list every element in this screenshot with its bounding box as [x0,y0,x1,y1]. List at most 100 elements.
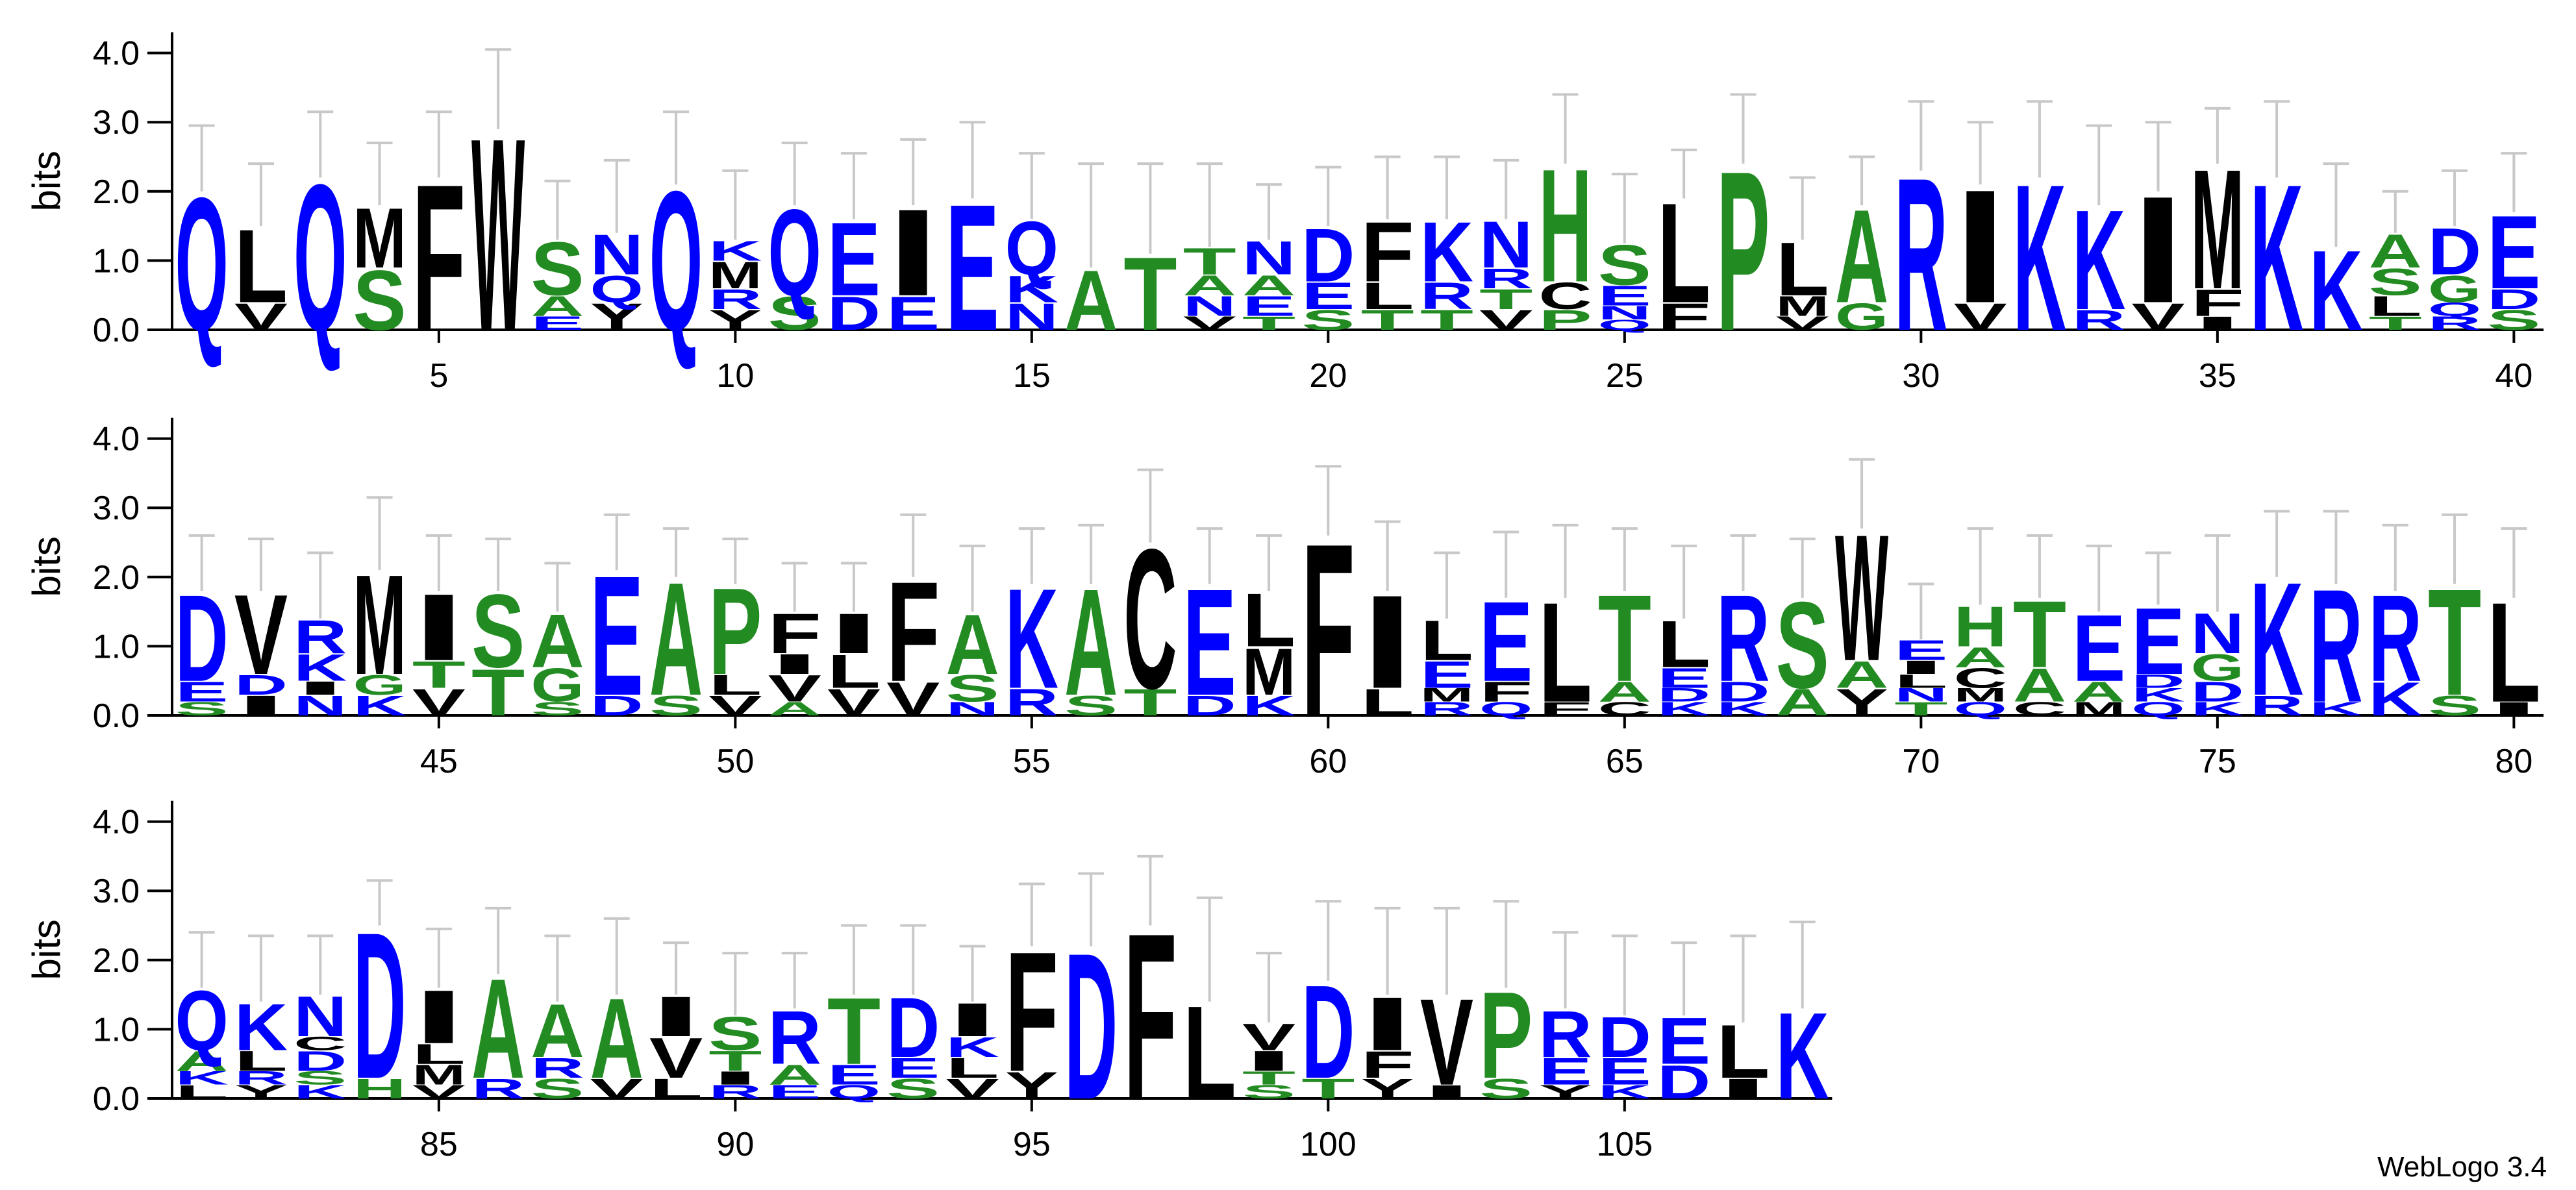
logo-letter: L [708,669,762,701]
logo-letter: N [294,690,347,722]
logo-letter: S [471,573,525,689]
logo-letter: A [1183,269,1236,301]
logo-letter: V [1242,1016,1296,1058]
logo-letter: F [1123,884,1177,1149]
logo-letter: K [2013,142,2066,375]
logo-letter: S [649,690,703,722]
logo-letter: A [1835,182,1888,331]
logo-letter: D [175,570,229,708]
x-tick-label: 20 [1309,357,1347,395]
logo-letter: C [1598,698,1651,719]
logo-letter: S [531,1073,584,1105]
logo-letter: S [1598,233,1651,297]
logo-letter: S [1064,690,1118,722]
logo-letter: V [1183,312,1236,334]
logo-letter: C [1538,275,1592,317]
logo-letter: N [1479,208,1532,282]
logo-letter: D [1064,910,1118,1143]
logo-letter: R [2250,690,2303,722]
logo-letter: A [175,1045,229,1077]
y-tick-label: 3.0 [93,873,140,910]
logo-letter: A [1835,654,1888,696]
y-tick-label: 1.0 [93,1011,140,1048]
logo-letter: D [1657,684,1710,706]
logo-letter: E [2487,195,2540,311]
logo-letter: T [1420,304,1473,336]
y-tick-label: 2.0 [93,173,140,211]
logo-letter: I [1361,982,1414,1067]
logo-letter: D [294,1045,347,1077]
logo-letter: S [531,698,584,719]
logo-letter: V [1479,304,1532,336]
logo-letter: K [1005,268,1058,310]
y-axis-label: bits [25,151,68,211]
logo-letter: E [945,167,999,369]
logo-letter: D [590,690,644,722]
y-tick-label: 4.0 [93,35,140,73]
logo-letter: E [1301,275,1355,317]
logo-letter: A [531,989,584,1074]
logo-letter: C [1954,662,2007,694]
logo-letter: N [294,985,347,1048]
logo-letter: K [1776,988,1829,1126]
logo-letter: R [1538,997,1592,1071]
logo-letter: I [1716,1073,1769,1105]
logo-letter: T [2428,558,2481,727]
logo-letter: R [471,1073,525,1105]
x-tick-label: 100 [1300,1126,1357,1163]
logo-letter: I [945,993,999,1047]
logo-letter: S [768,287,821,340]
logo-letter: V [1776,312,1829,334]
logo-letter: D [1716,676,1769,708]
x-tick-label: 75 [2199,743,2236,780]
logo-letter: D [1183,690,1236,722]
logo-letter: T [1242,1067,1295,1089]
logo-letter: L [1716,1010,1769,1095]
logo-letter: A [471,950,525,1108]
logo-letter: T [1242,312,1295,334]
logo-letter: Q [294,142,347,375]
logo-letter: D [1598,1006,1651,1069]
x-tick-label: 60 [1309,743,1347,780]
logo-letter: V [1420,974,1473,1111]
logo-letter: I [294,677,347,699]
logo-letter: D [2487,284,2540,316]
logo-letter: H [1954,595,2007,658]
logo-letter: E [531,312,584,334]
logo-letter: I [234,690,288,722]
logo-letter: S [1479,1073,1532,1105]
logo-letter: M [708,254,762,297]
logo-letter: M [353,546,406,704]
logo-letter: R [768,995,821,1080]
logo-letter: S [1301,304,1355,336]
y-tick-label: 2.0 [93,559,140,597]
logo-letter: A [768,1059,821,1091]
logo-letter: V [234,296,288,338]
logo-letter: G [353,669,406,701]
logo-letter: L [1538,574,1592,732]
logo-letter: N [1242,232,1295,285]
logo-letter: H [353,1073,406,1105]
logo-letter: H [1538,136,1592,316]
logo-letter: N [1183,290,1236,322]
logo-letter: N [1894,684,1947,706]
logo-letter: M [412,1059,466,1091]
logo-letter: S [175,698,229,719]
logo-letter: K [353,690,406,722]
y-axis-label: bits [25,919,68,980]
logo-letter: A [531,290,584,322]
logo-letter: D [2131,671,2184,692]
logo-letter: M [1954,684,2007,706]
y-tick-label: 4.0 [93,804,140,841]
logo-letter: R [531,1052,584,1084]
logo-letter: Q [827,1081,881,1102]
logo-letter: S [886,1073,940,1105]
logo-letter: K [2250,549,2303,730]
logo-letter: K [2131,684,2184,706]
logo-letter: V [2131,296,2185,338]
logo-letter: Q [1005,206,1058,291]
x-tick-label: 70 [1902,743,1940,780]
logo-letter: E [1598,1051,1651,1093]
logo-letter: A [1064,558,1118,727]
logo-letter: L [2487,574,2540,732]
